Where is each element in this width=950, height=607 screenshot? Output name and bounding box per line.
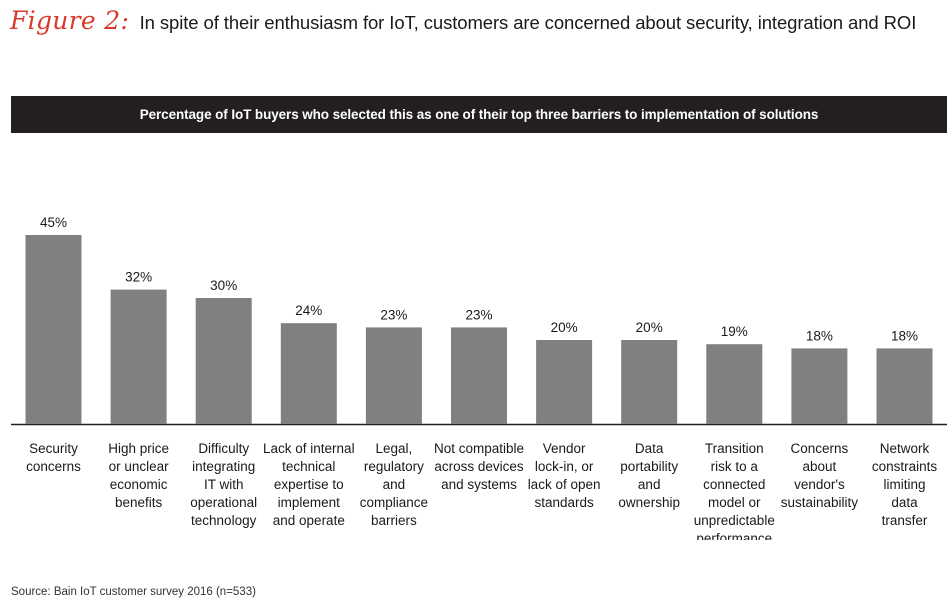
bar [536, 340, 593, 424]
data-label: 20% [636, 320, 663, 335]
data-label: 45% [40, 215, 67, 230]
bar-chart: 45% Security concerns 32% High price or uncle… [11, 215, 947, 540]
data-label: 19% [721, 324, 748, 339]
category-label: Vendor lock-in, or lack of open standards [528, 441, 601, 510]
bar [621, 340, 678, 424]
chart-header-text: Percentage of IoT buyers who selected th… [139, 107, 819, 122]
category-label: Transition risk to a connected model or unpr… [694, 441, 775, 540]
bar [280, 323, 337, 424]
chart-header-bar: Percentage of IoT buyers who selected th… [11, 96, 947, 133]
data-label: 18% [891, 328, 918, 343]
category-label: Data portability and ownership [618, 441, 680, 510]
figure-caption: In spite of their enthusiasm for IoT, cu… [139, 12, 917, 33]
category-label: Legal, regulatory and compliance barriers [360, 441, 428, 528]
category-label: High price or unclear economic benefits [108, 441, 169, 510]
category-label: Lack of internal technical expertise to imp… [263, 441, 355, 528]
category-label: Security concerns [26, 441, 81, 474]
data-label: 18% [806, 328, 833, 343]
bar [195, 298, 252, 424]
bar [451, 327, 507, 424]
category-label: Not compatible across devices and systems [434, 441, 524, 492]
figure-title: Figure 2: In spite of their enthusiasm f… [10, 6, 945, 46]
bar [791, 348, 848, 424]
bar [110, 289, 167, 424]
bar [876, 348, 933, 424]
category-label: Network constraints limiting data transfer [872, 441, 938, 528]
data-label: 23% [465, 307, 492, 322]
category-label: Concerns about vendor's sustainability [781, 441, 859, 510]
figure-label: Figure 2: [10, 6, 130, 35]
bar [25, 235, 82, 424]
bar [365, 327, 422, 424]
data-label: 20% [551, 320, 578, 335]
data-label: 23% [380, 307, 407, 322]
category-label: Difficulty integrating IT with operational t… [190, 441, 257, 528]
data-label: 24% [295, 303, 322, 318]
bar [706, 344, 763, 424]
source-note: Source: Bain IoT customer survey 2016 (n… [11, 586, 256, 598]
data-label: 32% [125, 270, 152, 285]
data-label: 30% [210, 278, 237, 293]
